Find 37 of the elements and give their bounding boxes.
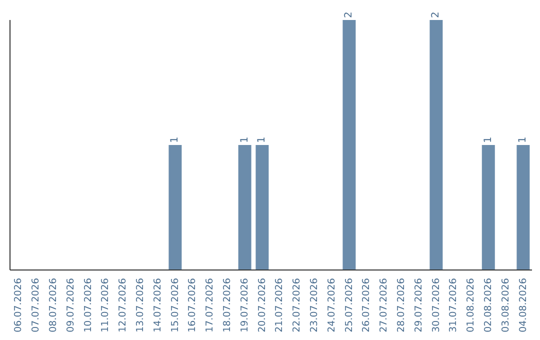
data-label: 1 (518, 136, 529, 143)
x-tick-label: 28.07.2026 (396, 278, 407, 332)
x-tick-label: 25.07.2026 (344, 278, 355, 332)
x-tick-label: 09.07.2026 (65, 278, 76, 332)
data-label: 2 (430, 12, 442, 18)
x-tick-label: 04.08.2026 (518, 278, 529, 332)
x-tick-label: 14.07.2026 (152, 278, 164, 332)
x-tick-label: 19.07.2026 (239, 278, 250, 332)
data-label: 1 (170, 136, 181, 143)
x-tick-label: 16.07.2026 (187, 278, 198, 332)
x-tick-label: 02.08.2026 (483, 278, 494, 332)
x-tick-label: 30.07.2026 (430, 278, 442, 332)
data-label: 1 (239, 136, 250, 143)
x-tick-label: 12.07.2026 (118, 278, 129, 332)
data-label: 1 (482, 136, 494, 143)
x-tick-label: 06.07.2026 (13, 278, 24, 332)
x-tick-label: 15.07.2026 (170, 278, 181, 332)
x-tick-label: 07.07.2026 (30, 278, 42, 332)
x-tick-label: 18.07.2026 (222, 278, 233, 332)
x-tick-label: 03.08.2026 (500, 278, 512, 332)
x-tick-label: 26.07.2026 (361, 278, 372, 332)
x-tick-label: 29.07.2026 (413, 278, 424, 332)
data-label: 2 (344, 12, 355, 18)
x-tick-label: 31.07.2026 (448, 278, 460, 332)
data-label: 1 (256, 136, 268, 143)
x-tick-label: 11.07.2026 (100, 278, 112, 332)
x-tick-label: 27.07.2026 (378, 278, 390, 332)
x-tick-label: 20.07.2026 (256, 278, 268, 332)
x-tick-label: 08.07.2026 (48, 278, 59, 332)
x-tick-label: 01.08.2026 (466, 278, 477, 332)
x-tick-label: 23.07.2026 (309, 278, 320, 332)
x-tick-label: 21.07.2026 (274, 278, 286, 332)
x-tick-label: 13.07.2026 (135, 278, 146, 332)
x-tick-label: 24.07.2026 (326, 278, 338, 332)
x-tick-label: 17.07.2026 (204, 278, 216, 332)
x-tick-label: 22.07.2026 (292, 278, 303, 332)
x-tick-label: 10.07.2026 (82, 278, 94, 332)
